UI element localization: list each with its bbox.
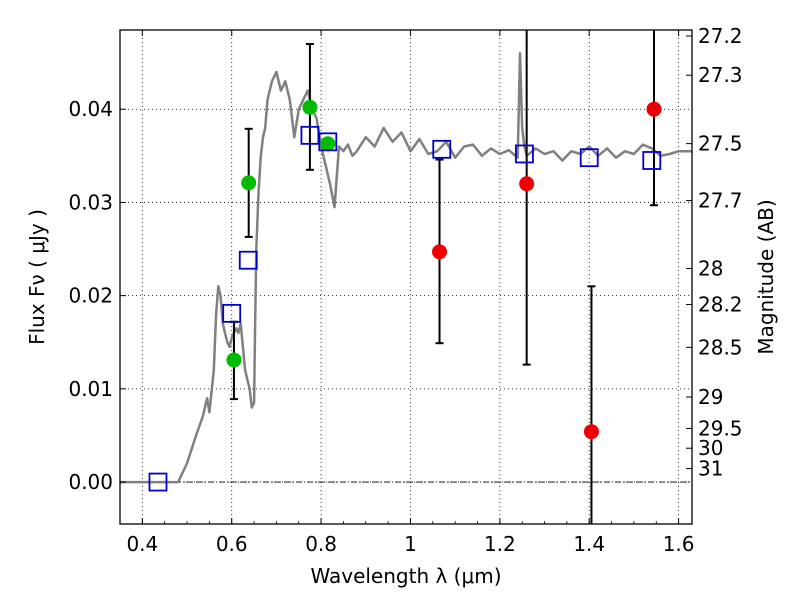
tick-layer: 0.4 0.6 0.8 1 1.2 1.4 1.6 0.00 0.01 0.02 0.03 0.04 2… bbox=[68, 24, 742, 556]
model-photometry-square bbox=[515, 144, 534, 164]
grid bbox=[120, 30, 692, 524]
marker-layer bbox=[148, 99, 662, 492]
y2-tick-label: 29.5 bbox=[698, 416, 743, 440]
x-tick-label: 1.4 bbox=[573, 532, 605, 556]
x-tick-label: 0.6 bbox=[216, 532, 248, 556]
green-data-point bbox=[302, 99, 318, 115]
red-data-point bbox=[432, 244, 448, 260]
x-tick-label: 0.4 bbox=[126, 532, 158, 556]
green-data-point bbox=[241, 175, 257, 191]
x-tick-label: 1 bbox=[404, 532, 417, 556]
y2-tick-label: 31 bbox=[698, 457, 723, 481]
model-photometry-square bbox=[222, 303, 242, 323]
green-data-point bbox=[320, 136, 336, 152]
y2-tick-label: 27.2 bbox=[698, 24, 743, 48]
y2-axis-title: Magnitude (AB) bbox=[754, 199, 778, 354]
x-axis-title: Wavelength λ (μm) bbox=[310, 564, 501, 588]
red-data-point bbox=[583, 424, 599, 440]
y-tick-label: 0.03 bbox=[68, 190, 113, 214]
model-photometry-square bbox=[238, 250, 258, 270]
model-photometry-square bbox=[642, 151, 662, 170]
x-tick-label: 1.6 bbox=[663, 532, 695, 556]
model-photometry-square bbox=[579, 148, 599, 168]
y2-tick-label: 28.2 bbox=[698, 292, 743, 316]
y-tick-label: 0.00 bbox=[68, 470, 113, 494]
red-data-point bbox=[646, 101, 662, 117]
model-photometry-square bbox=[318, 132, 338, 152]
model-photometry-square bbox=[148, 472, 168, 492]
y-axis-title: Flux Fν ( μJy ) bbox=[25, 209, 49, 345]
y2-tick-label: 28 bbox=[698, 257, 723, 281]
red-data-point bbox=[519, 176, 535, 192]
y-tick-label: 0.02 bbox=[68, 284, 113, 308]
y2-tick-label: 29 bbox=[698, 385, 723, 409]
y2-tick-label: 27.7 bbox=[698, 189, 743, 213]
y2-tick-label: 30 bbox=[698, 436, 723, 460]
x-tick-label: 1.2 bbox=[484, 532, 516, 556]
model-spectrum-layer bbox=[120, 52, 692, 484]
y-tick-label: 0.01 bbox=[68, 377, 113, 401]
green-data-point bbox=[226, 352, 242, 368]
model-spectrum-line bbox=[120, 52, 692, 484]
y-tick-label: 0.04 bbox=[68, 97, 113, 121]
plot-frame bbox=[119, 29, 693, 525]
x-tick-label: 0.8 bbox=[305, 532, 337, 556]
y2-tick-label: 27.5 bbox=[698, 132, 743, 156]
errorbar-layer bbox=[229, 30, 659, 524]
y2-tick-label: 28.5 bbox=[698, 335, 743, 359]
y2-tick-label: 27.3 bbox=[698, 63, 743, 87]
model-photometry-square bbox=[432, 139, 452, 159]
